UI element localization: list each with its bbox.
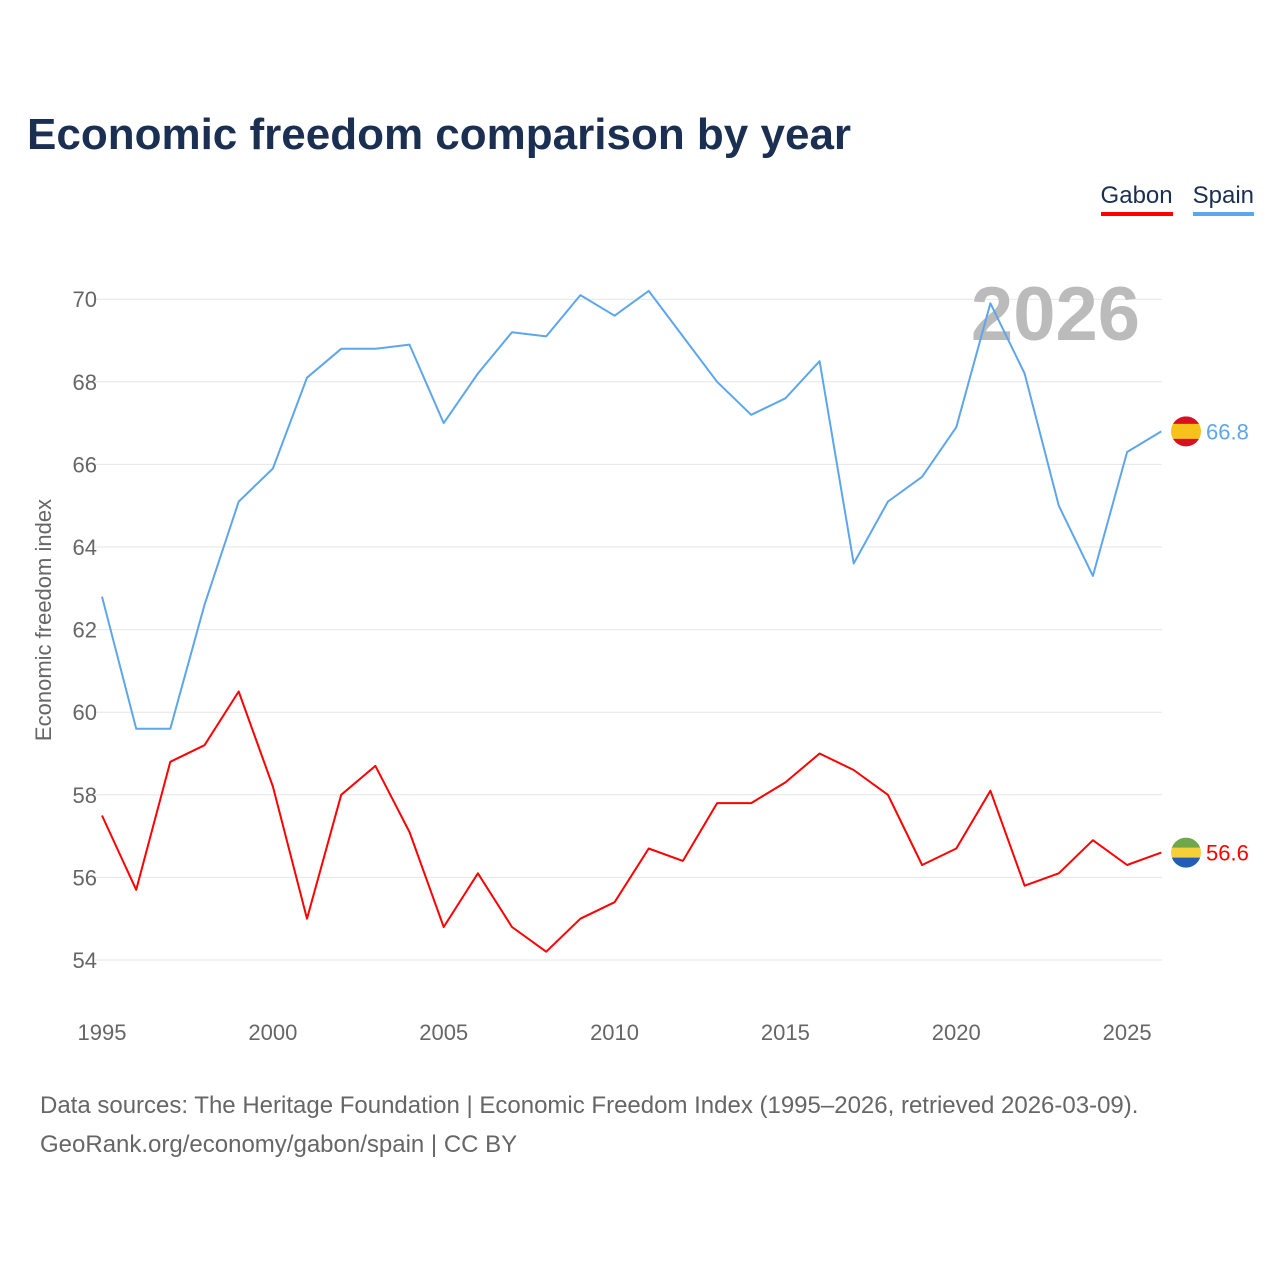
- y-tick-label: 64: [73, 535, 97, 560]
- footer: Data sources: The Heritage Foundation | …: [40, 1086, 1138, 1164]
- y-tick-label: 60: [73, 700, 97, 725]
- y-tick-label: 68: [73, 370, 97, 395]
- flag-spain-icon: [1171, 416, 1201, 447]
- y-tick-label: 66: [73, 452, 97, 477]
- y-tick-label: 56: [73, 865, 97, 890]
- x-tick-label: 2010: [590, 1020, 639, 1045]
- flag-band: [1171, 423, 1201, 440]
- x-tick-label: 2025: [1103, 1020, 1152, 1045]
- y-axis-label: Economic freedom index: [31, 499, 56, 741]
- x-tick-label: 2015: [761, 1020, 810, 1045]
- end-label-gabon: 56.6: [1206, 841, 1249, 866]
- source-link[interactable]: GeoRank.org/economy/gabon/spain | CC BY: [40, 1131, 518, 1158]
- series-line-spain: [101, 289, 1162, 730]
- x-tick-label: 2005: [419, 1020, 468, 1045]
- flag-band: [1171, 416, 1201, 425]
- x-tick-label: 1995: [78, 1020, 127, 1045]
- chart-title: Economic freedom comparison by year: [27, 110, 852, 159]
- data-sources: Data sources: The Heritage Foundation | …: [40, 1092, 1139, 1119]
- series-line-gabon: [101, 690, 1162, 953]
- flag-band: [1171, 857, 1201, 868]
- flag-band: [1171, 837, 1201, 849]
- end-label-spain: 66.8: [1206, 419, 1249, 444]
- flag-band: [1171, 438, 1201, 447]
- year-watermark: 2026: [971, 272, 1140, 357]
- legend-spain[interactable]: Spain: [1192, 182, 1254, 216]
- y-tick-label: 62: [73, 618, 97, 643]
- line-chart: 54 56 58 60 62 64 66 68 70 1995 2000 2005 2010 2015 20…: [31, 272, 1249, 1045]
- x-tick-label: 2000: [248, 1020, 297, 1045]
- y-tick-label: 54: [73, 948, 97, 973]
- flag-gabon-icon: [1171, 837, 1201, 868]
- legend-gabon[interactable]: Gabon: [1100, 182, 1173, 216]
- y-tick-label: 58: [73, 783, 97, 808]
- x-tick-label: 2020: [932, 1020, 981, 1045]
- legend: Gabon Spain: [1100, 182, 1254, 216]
- flag-band: [1171, 847, 1201, 859]
- y-tick-label: 70: [73, 287, 97, 312]
